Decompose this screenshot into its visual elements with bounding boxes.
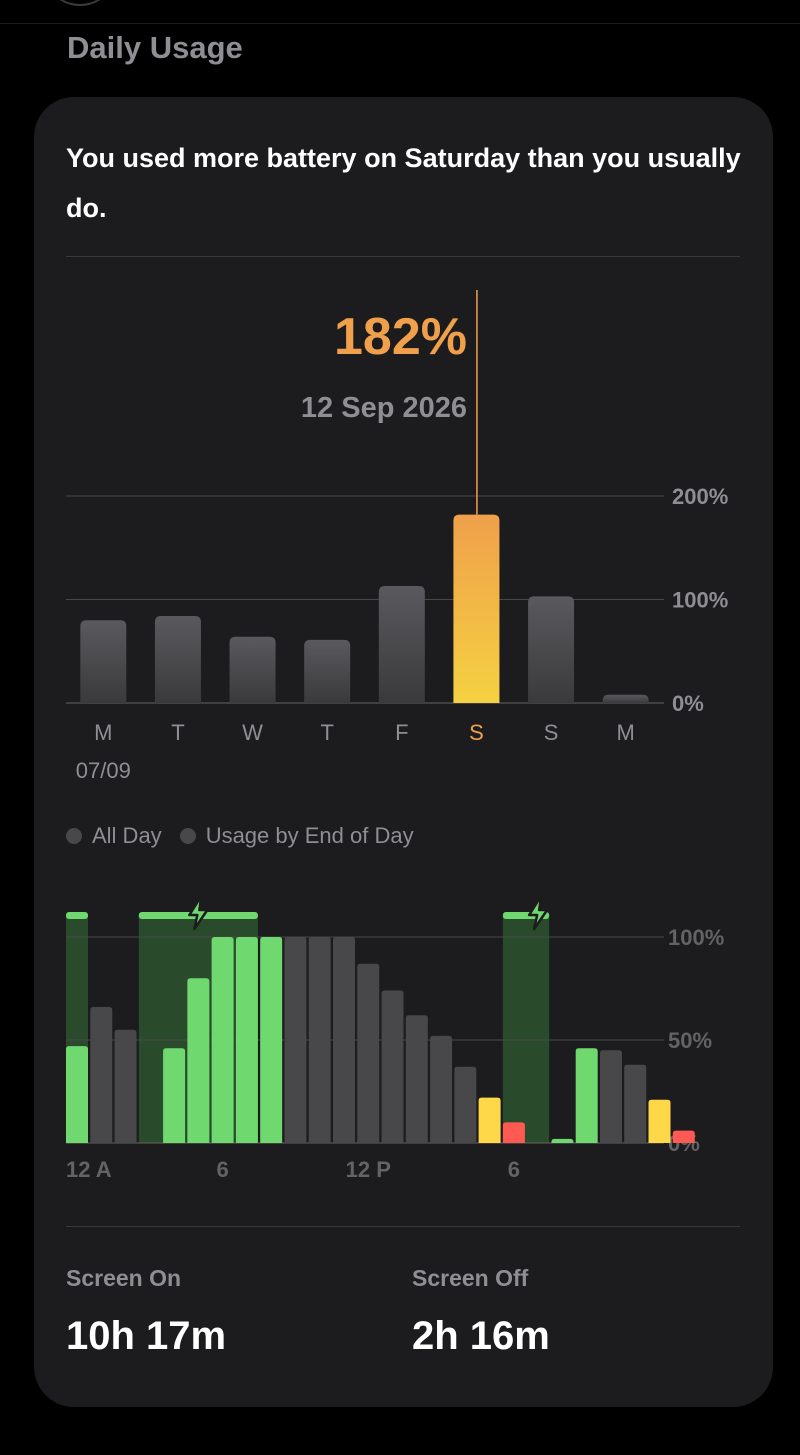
- hour-bar[interactable]: [454, 1066, 477, 1143]
- screen-on-value: 10h 17m: [66, 1314, 227, 1358]
- hour-bar[interactable]: [211, 937, 234, 1143]
- screen-off-stat: Screen Off 2h 16m: [412, 1265, 550, 1359]
- y-tick-label: 100%: [672, 588, 728, 613]
- hour-bar[interactable]: [648, 1099, 671, 1143]
- hour-bar[interactable]: [284, 937, 307, 1143]
- hour-bar[interactable]: [405, 1015, 428, 1143]
- hour-bar[interactable]: [90, 1007, 113, 1143]
- legend-all-day[interactable]: All Day: [66, 823, 162, 849]
- x-tick-label: T: [171, 720, 184, 745]
- hourly-battery-chart[interactable]: 100% 50% 0% 12 A 6 12 P 6: [34, 97, 773, 1197]
- y-tick-label: 50%: [668, 1028, 712, 1053]
- top-divider: [0, 23, 800, 24]
- x-tick-label: W: [242, 720, 263, 745]
- screen-on-stat: Screen On 10h 17m: [66, 1265, 226, 1359]
- bar[interactable]: [602, 694, 649, 703]
- bar[interactable]: [528, 596, 575, 703]
- charging-bolt-icon: [188, 894, 209, 931]
- x-tick-label: 6: [508, 1157, 520, 1182]
- charging-window-top: [66, 912, 88, 919]
- hour-bar[interactable]: [478, 1097, 501, 1143]
- daily-usage-card: You used more battery on Saturday than y…: [34, 97, 773, 1407]
- y-tick-label: 0%: [672, 691, 704, 716]
- headline: You used more battery on Saturday than y…: [66, 143, 741, 223]
- x-tick-label: 6: [217, 1157, 229, 1182]
- legend-usage-end-of-day[interactable]: Usage by End of Day: [179, 823, 414, 849]
- bar-selected[interactable]: [453, 514, 500, 703]
- x-tick-label: S: [469, 720, 484, 745]
- hour-bar[interactable]: [114, 1029, 137, 1143]
- hour-bar[interactable]: [308, 937, 331, 1143]
- hour-bar[interactable]: [235, 937, 258, 1143]
- screen-off-value: 2h 16m: [412, 1314, 550, 1358]
- hour-bar[interactable]: [260, 937, 283, 1143]
- weekly-usage-chart[interactable]: 200% 100% 0% M T W T F S S M 07/09: [34, 97, 773, 797]
- x-tick-label: 12 P: [346, 1157, 391, 1182]
- hour-bar[interactable]: [163, 1048, 186, 1143]
- bar[interactable]: [229, 636, 276, 703]
- hour-bar[interactable]: [66, 1046, 88, 1143]
- divider: [66, 256, 740, 257]
- x-tick-label: S: [544, 720, 559, 745]
- legend-label: All Day: [92, 823, 162, 848]
- legend-dot: [66, 828, 82, 844]
- x-sub-label: 07/09: [76, 758, 131, 783]
- hour-bar[interactable]: [430, 1035, 453, 1143]
- hour-bar[interactable]: [624, 1064, 647, 1143]
- divider: [66, 1226, 740, 1227]
- screen-on-label: Screen On: [66, 1265, 182, 1291]
- x-tick-label: M: [94, 720, 112, 745]
- avatar: [50, 0, 110, 6]
- hour-bar[interactable]: [381, 990, 404, 1143]
- hour-bar[interactable]: [357, 963, 380, 1143]
- hour-bar[interactable]: [332, 937, 355, 1143]
- hour-bar[interactable]: [575, 1048, 598, 1143]
- bar[interactable]: [378, 586, 425, 703]
- bolt-shape: [188, 894, 209, 931]
- bar[interactable]: [154, 616, 201, 703]
- legend: All Day Usage by End of Day: [66, 823, 414, 849]
- x-tick-label: F: [395, 720, 408, 745]
- hour-bar[interactable]: [551, 1138, 574, 1143]
- charging-window: [502, 915, 550, 1143]
- selected-value: 182%: [334, 308, 467, 366]
- selected-date: 12 Sep 2026: [300, 392, 467, 424]
- legend-label: Usage by End of Day: [205, 823, 414, 848]
- hour-bar[interactable]: [599, 1050, 622, 1143]
- hour-bar[interactable]: [502, 1122, 525, 1143]
- bar[interactable]: [304, 639, 351, 703]
- screen-off-label: Screen Off: [412, 1265, 529, 1291]
- x-tick-label: M: [617, 720, 635, 745]
- hour-bar[interactable]: [672, 1130, 695, 1143]
- hour-bar[interactable]: [187, 978, 210, 1143]
- x-tick-label: T: [320, 720, 333, 745]
- y-tick-label: 100%: [668, 925, 724, 950]
- charging-bolt-icon: [527, 894, 549, 931]
- section-title: Daily Usage: [67, 30, 243, 65]
- bar[interactable]: [80, 620, 127, 703]
- legend-dot: [179, 828, 196, 844]
- bolt-shape: [527, 894, 549, 931]
- y-tick-label: 200%: [672, 484, 728, 509]
- x-tick-label: 12 A: [66, 1157, 112, 1182]
